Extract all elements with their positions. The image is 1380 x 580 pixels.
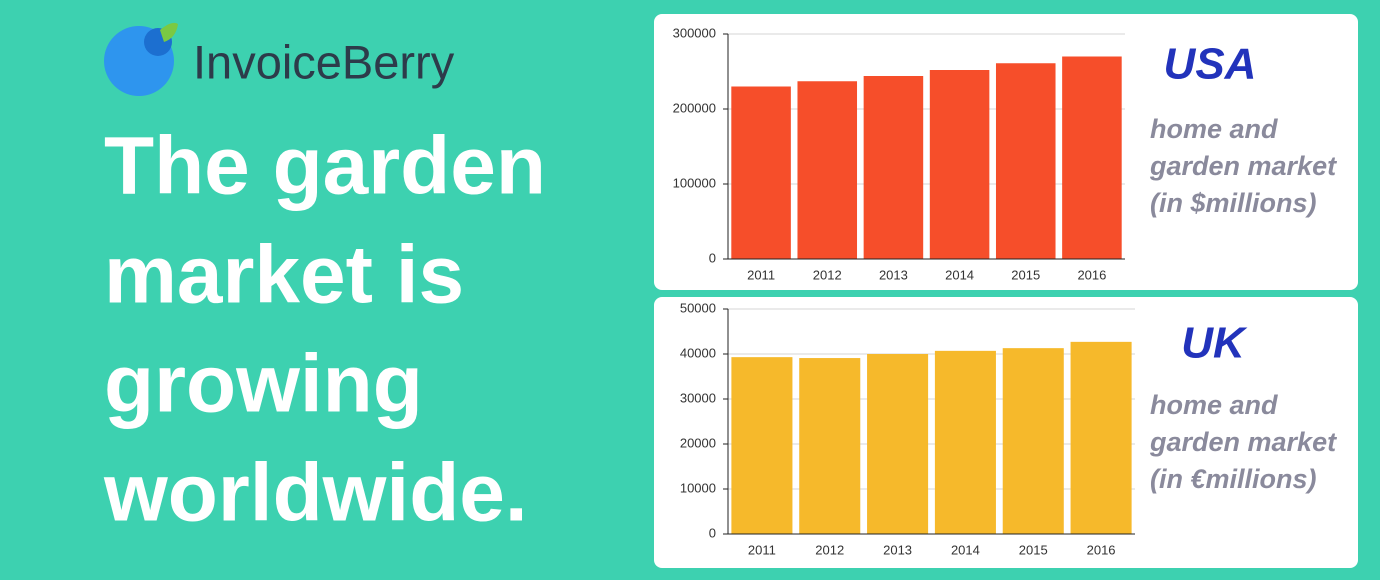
y-tick-label: 40000	[680, 345, 716, 360]
x-tick-label: 2016	[1077, 267, 1106, 282]
x-tick-label: 2014	[951, 542, 980, 557]
x-tick-label: 2011	[747, 267, 775, 282]
y-tick-label: 200000	[673, 100, 716, 115]
bar	[799, 358, 861, 534]
bar	[1070, 341, 1132, 534]
y-tick-label: 300000	[673, 25, 716, 40]
bar	[1002, 348, 1064, 534]
x-tick-label: 2014	[945, 267, 974, 282]
x-tick-label: 2013	[883, 542, 912, 557]
bar	[929, 70, 990, 259]
bar	[1062, 56, 1122, 259]
y-tick-label: 10000	[680, 480, 716, 495]
chart-subtitle: (in $millions)	[1150, 188, 1317, 218]
chart-title: USA	[1164, 40, 1257, 89]
y-tick-label: 0	[709, 250, 716, 265]
y-tick-label: 100000	[673, 175, 716, 190]
chart-subtitle: (in €millions)	[1150, 464, 1317, 494]
chart-subtitle: home and	[1150, 390, 1278, 420]
bar	[867, 354, 929, 534]
headline-line: market is	[104, 230, 464, 321]
x-tick-label: 2016	[1087, 542, 1116, 557]
x-tick-label: 2015	[1019, 542, 1048, 557]
brand-name: InvoiceBerry	[193, 35, 455, 88]
x-tick-label: 2013	[879, 267, 908, 282]
bar	[934, 350, 996, 534]
x-tick-label: 2012	[813, 267, 842, 282]
chart-title: UK	[1181, 319, 1248, 368]
headline-line: growing	[104, 339, 423, 430]
y-tick-label: 30000	[680, 390, 716, 405]
logo-leaf	[160, 22, 178, 42]
bar	[731, 357, 793, 534]
headline-line: worldwide.	[103, 448, 528, 539]
bar	[863, 76, 924, 259]
y-tick-label: 0	[709, 525, 716, 540]
x-tick-label: 2011	[748, 542, 776, 557]
chart-subtitle: garden market	[1149, 151, 1337, 181]
y-tick-label: 20000	[680, 435, 716, 450]
chart-subtitle: home and	[1150, 114, 1278, 144]
logo: InvoiceBerry	[104, 22, 455, 96]
x-tick-label: 2012	[815, 542, 844, 557]
y-tick-label: 50000	[680, 300, 716, 315]
bar	[731, 86, 791, 259]
headline-line: The garden	[104, 121, 546, 212]
bar	[797, 81, 858, 259]
chart-subtitle: garden market	[1149, 427, 1337, 457]
bar	[995, 63, 1056, 259]
x-tick-label: 2015	[1011, 267, 1040, 282]
